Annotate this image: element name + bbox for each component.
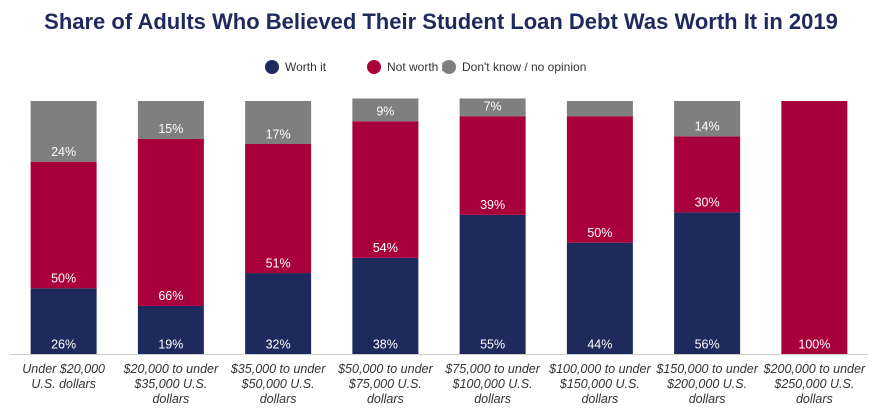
- x-tick-label: $75,000 to under $100,000 U.S. dollars: [445, 362, 540, 406]
- bar-segment: [30, 161, 97, 289]
- value-label: 44%: [587, 337, 612, 351]
- legend-label: Not worth it: [387, 60, 448, 74]
- value-label: 66%: [158, 289, 183, 303]
- x-tick-label: $50,000 to under $75,000 U.S. dollars: [338, 362, 433, 406]
- value-label: 50%: [51, 272, 76, 286]
- bar-segment: [459, 98, 526, 117]
- value-label: 24%: [51, 145, 76, 159]
- x-tick-label: $20,000 to under $35,000 U.S. dollars: [123, 362, 219, 406]
- x-tick-label: Under $20,000 U.S. dollars: [22, 362, 105, 391]
- value-label: 19%: [158, 337, 183, 351]
- bar-segment: [30, 101, 97, 162]
- value-label: 38%: [373, 337, 398, 351]
- bar-segment: [674, 212, 741, 354]
- bar-segment: [30, 288, 97, 354]
- x-tick-label: $100,000 to under $150,000 U.S. dollars: [549, 362, 651, 406]
- chart-title: Share of Adults Who Believed Their Stude…: [44, 9, 838, 34]
- legend-label: Don't know / no opinion: [462, 60, 586, 74]
- bar-segment: [674, 101, 741, 137]
- value-label: 51%: [266, 256, 291, 270]
- value-label: 32%: [266, 337, 291, 351]
- legend-marker: [265, 60, 279, 74]
- bar-segment: [245, 273, 312, 354]
- bar-segment: [352, 121, 419, 258]
- x-tick-label: $200,000 to under $250,000 U.S. dollars: [763, 362, 866, 406]
- bar-segment: [566, 101, 633, 117]
- bar-segment: [137, 138, 204, 306]
- value-label: 100%: [798, 337, 830, 351]
- bar-segment: [566, 116, 633, 243]
- bar-segment: [459, 214, 526, 354]
- value-label: 50%: [587, 226, 612, 240]
- value-label: 7%: [484, 99, 502, 113]
- value-label: 17%: [266, 127, 291, 141]
- legend-marker: [442, 60, 456, 74]
- bar-segment: [245, 144, 312, 274]
- bar-segment: [352, 98, 419, 122]
- value-label: 9%: [376, 105, 394, 119]
- x-tick-label: $35,000 to under $50,000 U.S. dollars: [230, 362, 326, 406]
- legend-label: Worth it: [285, 60, 327, 74]
- value-label: 30%: [695, 196, 720, 210]
- value-label: 15%: [158, 122, 183, 136]
- value-label: 39%: [480, 198, 505, 212]
- bar-segment: [566, 242, 633, 354]
- value-label: 54%: [373, 241, 398, 255]
- value-label: 55%: [480, 337, 505, 351]
- bar-segment: [781, 101, 848, 354]
- value-label: 26%: [51, 337, 76, 351]
- legend-marker: [367, 60, 381, 74]
- bar-segment: [245, 101, 312, 145]
- value-label: 56%: [695, 337, 720, 351]
- bar-segment: [137, 305, 204, 354]
- bar-segment: [137, 101, 204, 139]
- bar-segment: [674, 136, 741, 213]
- bar-segment: [352, 257, 419, 354]
- bar-segment: [459, 116, 526, 215]
- x-tick-label: $150,000 to under $200,000 U.S. dollars: [656, 362, 758, 406]
- value-label: 14%: [695, 120, 720, 134]
